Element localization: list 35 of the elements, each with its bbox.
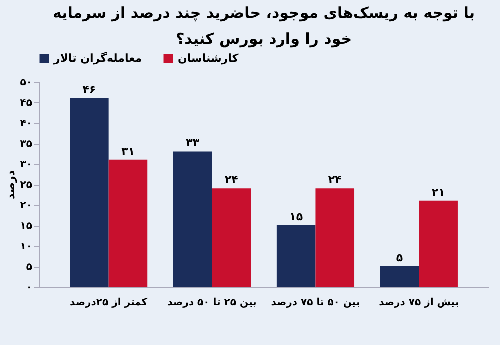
data-label: ۵ [396,252,404,264]
x-tick-label: بیش از ۷۵ درصد [379,298,460,308]
x-tick-label: کمتر از ۲۵درصد [70,298,148,308]
y-tick-label: ۲۰ [20,200,32,212]
x-tick-label: بین ۲۵ تا ۵۰ درصد [168,298,257,308]
bar [276,226,316,287]
y-tick-label: ۱۵ [20,221,32,232]
legend-label: معامله‌گران تالار [53,52,142,65]
y-tick-label: ۴۰ [20,118,32,130]
data-label: ۲۴ [224,174,239,187]
data-label: ۲۴ [328,174,342,187]
y-tick-label: ۳۵ [20,139,32,150]
chart-title: با توجه به ریسک‌های موجود، حاضرید چند درصد از سرمایه خود را وارد بورس کنید؟ [52,4,476,48]
legend-label: کارشناسان [178,52,240,65]
y-tick-label: ۰ [26,282,32,294]
bar [380,266,420,287]
x-tick-label: بین ۵۰ تا ۷۵ درصد [271,298,360,308]
data-label: ۳۱ [122,144,135,158]
data-label: ۳۳ [186,136,200,150]
y-tick-label: ۱۰ [20,242,32,252]
y-tick-label: ۴۵ [20,98,32,109]
data-label: ۱۵ [290,210,304,224]
y-tick-label: ۳۰ [20,160,32,170]
bar [419,200,458,287]
y-axis-title: درصد [4,170,18,200]
bar [70,98,109,287]
y-tick-label: ۵۰ [20,78,32,88]
bar [316,188,355,287]
bar [212,188,252,287]
bar [173,152,212,287]
data-label: ۲۱ [432,186,446,199]
y-tick-label: ۵ [26,262,32,273]
y-tick-label: ۲۵ [20,180,32,191]
data-label: ۴۶ [82,83,96,96]
bar [108,160,148,287]
